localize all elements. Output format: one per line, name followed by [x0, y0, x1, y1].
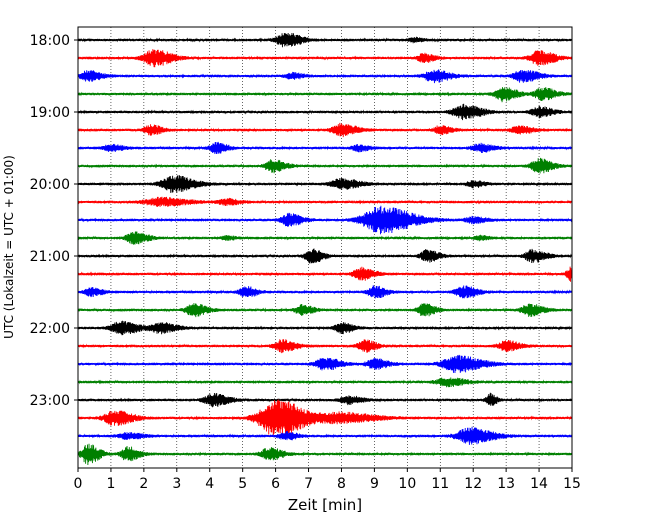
trace-1915: [78, 122, 572, 138]
trace-2145: [78, 303, 572, 318]
trace-2230: [78, 354, 572, 373]
y-axis-label: UTC (Lokalzeit = UTC + 01:00): [2, 155, 16, 339]
x-axis-label: Zeit [min]: [288, 496, 362, 514]
traces-group: [78, 33, 572, 465]
trace-2015: [78, 196, 572, 208]
trace-2000: [78, 175, 572, 193]
trace-2245: [78, 377, 572, 388]
trace-2045: [78, 231, 572, 245]
y-tick-label-23:00: 23:00: [30, 393, 70, 409]
trace-2030: [78, 205, 572, 235]
trace-1830: [78, 69, 572, 84]
x-tick-label-10: 10: [398, 476, 416, 492]
trace-2215: [78, 339, 572, 354]
y-tick-label-21:00: 21:00: [30, 249, 70, 265]
x-tick-label-3: 3: [172, 476, 181, 492]
trace-1800: [78, 33, 572, 48]
trace-1815: [78, 49, 572, 68]
x-tick-label-15: 15: [563, 476, 581, 492]
trace-1930: [78, 141, 572, 154]
y-tick-label-18:00: 18:00: [30, 33, 70, 49]
trace-2315: [78, 399, 572, 437]
x-tick-label-12: 12: [464, 476, 482, 492]
x-tick-label-4: 4: [205, 476, 214, 492]
trace-1900: [78, 103, 572, 121]
x-tick-label-1: 1: [106, 476, 115, 492]
x-tick-label-14: 14: [530, 476, 548, 492]
x-tick-label-9: 9: [370, 476, 379, 492]
y-tick-label-20:00: 20:00: [30, 177, 70, 193]
trace-2345: [78, 443, 572, 465]
trace-2300: [78, 392, 572, 408]
y-tick-label-19:00: 19:00: [30, 105, 70, 121]
trace-2200: [78, 320, 572, 336]
x-tick-label-2: 2: [139, 476, 148, 492]
x-axis: 0 1 2 3 4 5 6 7 8 9 10 11 12 13 14 15: [74, 468, 581, 492]
x-tick-label-5: 5: [238, 476, 247, 492]
trace-2100: [78, 248, 572, 264]
x-tick-label-8: 8: [337, 476, 346, 492]
x-tick-label-13: 13: [497, 476, 515, 492]
x-tick-label-0: 0: [74, 476, 83, 492]
y-tick-label-22:00: 22:00: [30, 321, 70, 337]
trace-1945: [78, 157, 572, 174]
trace-2130: [78, 285, 572, 299]
trace-2115: [78, 266, 572, 282]
x-tick-label-6: 6: [271, 476, 280, 492]
y-axis: 18:00 19:00 20:00 21:00 22:00 23:00: [30, 33, 78, 409]
trace-2330: [78, 426, 572, 445]
x-tick-label-11: 11: [431, 476, 449, 492]
x-tick-label-7: 7: [304, 476, 313, 492]
plot-frame: [77, 26, 573, 469]
trace-1845: [78, 87, 572, 103]
